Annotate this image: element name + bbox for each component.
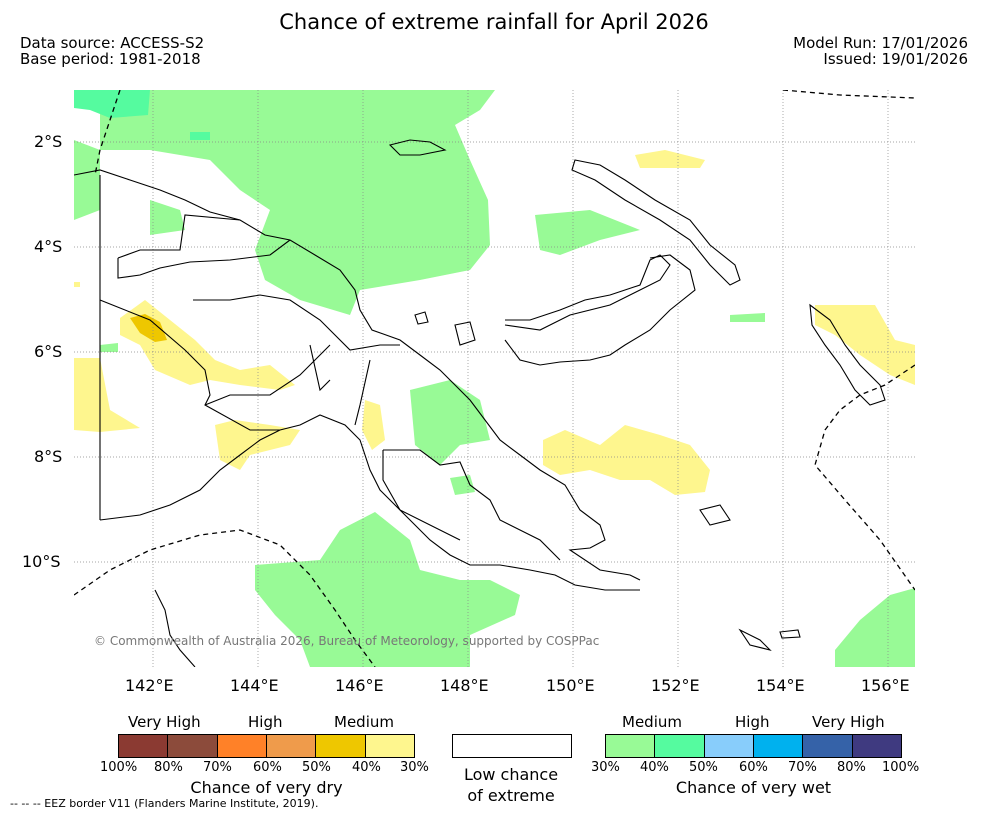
dry-color-bar (118, 734, 415, 758)
source-info: Data source: ACCESS-S2 Base period: 1981… (20, 35, 204, 67)
low-chance-line2: of extreme (467, 786, 555, 805)
lon-label-150e: 150°E (546, 676, 595, 695)
wet-category-high: High (735, 713, 770, 731)
wet-tick: 40% (640, 760, 669, 775)
lon-label-144e: 144°E (230, 676, 279, 695)
lon-label-148e: 148°E (440, 676, 489, 695)
lon-label-146e: 146°E (335, 676, 384, 695)
dry-category-medium: Medium (334, 713, 394, 731)
dry-category-very-high: Very High (128, 713, 201, 731)
wet-medium-areas (74, 90, 915, 667)
wet-tick: 50% (689, 760, 718, 775)
base-period: Base period: 1981-2018 (20, 50, 201, 68)
wet-swatch (655, 735, 705, 757)
lat-label-10s: 10°S (22, 552, 61, 571)
dry-tick: 70% (203, 760, 232, 775)
dry-swatch (217, 735, 267, 757)
lon-label-156e: 156°E (861, 676, 910, 695)
wet-legend (605, 734, 902, 758)
lat-label-2s: 2°S (34, 132, 63, 151)
dry-legend-title: Chance of very dry (190, 778, 343, 797)
coastlines (74, 139, 886, 667)
wet-color-bar (605, 734, 902, 758)
dry-swatch (119, 735, 169, 757)
wet-legend-title: Chance of very wet (675, 778, 832, 797)
dry-high-areas (130, 314, 167, 342)
dry-swatch (168, 735, 218, 757)
dry-tick: 30% (400, 760, 429, 775)
dry-swatch (316, 735, 366, 757)
lon-label-152e: 152°E (651, 676, 700, 695)
low-chance-label: Low chance of extreme (432, 764, 590, 806)
dry-category-high: High (248, 713, 283, 731)
issued-date: Issued: 19/01/2026 (823, 50, 968, 68)
wet-category-medium: Medium (622, 713, 682, 731)
data-source: Data source: ACCESS-S2 (20, 34, 205, 52)
lon-label-142e: 142°E (125, 676, 174, 695)
dry-tick: 80% (154, 760, 183, 775)
eez-borders (74, 90, 915, 667)
wet-tick: 30% (591, 760, 620, 775)
dry-swatch (266, 735, 317, 757)
wet-swatch (803, 735, 853, 757)
lon-label-154e: 154°E (756, 676, 805, 695)
wet-tick: 80% (837, 760, 866, 775)
dry-tick: 50% (302, 760, 331, 775)
wet-tick: 70% (788, 760, 817, 775)
wet-swatch (704, 735, 754, 757)
dry-tick: 40% (352, 760, 381, 775)
lat-label-4s: 4°S (34, 237, 63, 256)
map-title: Chance of extreme rainfall for April 202… (279, 10, 709, 34)
dry-tick: 100% (100, 760, 138, 775)
lat-label-6s: 6°S (34, 342, 63, 361)
low-chance-swatch (452, 734, 572, 758)
dry-tick: 60% (253, 760, 282, 775)
lat-label-8s: 8°S (34, 447, 63, 466)
low-chance-line1: Low chance (463, 765, 559, 784)
wet-tick: 60% (739, 760, 768, 775)
run-info: Model Run: 17/01/2026 Issued: 19/01/2026 (793, 35, 968, 67)
copyright-notice: © Commonwealth of Australia 2026, Bureau… (94, 634, 600, 648)
dry-medium-areas (74, 150, 915, 495)
wet-tick: 100% (882, 760, 920, 775)
rainfall-map (74, 90, 915, 667)
wet-swatch (753, 735, 804, 757)
eez-footnote: -- -- -- EEZ border V11 (Flanders Marine… (10, 797, 319, 810)
wet-high-areas (74, 90, 210, 140)
dry-swatch (365, 735, 414, 757)
wet-swatch (606, 735, 656, 757)
dry-legend (118, 734, 415, 758)
graticule (74, 90, 915, 667)
wet-swatch (852, 735, 901, 757)
model-run: Model Run: 17/01/2026 (793, 34, 968, 52)
wet-category-very-high: Very High (812, 713, 885, 731)
